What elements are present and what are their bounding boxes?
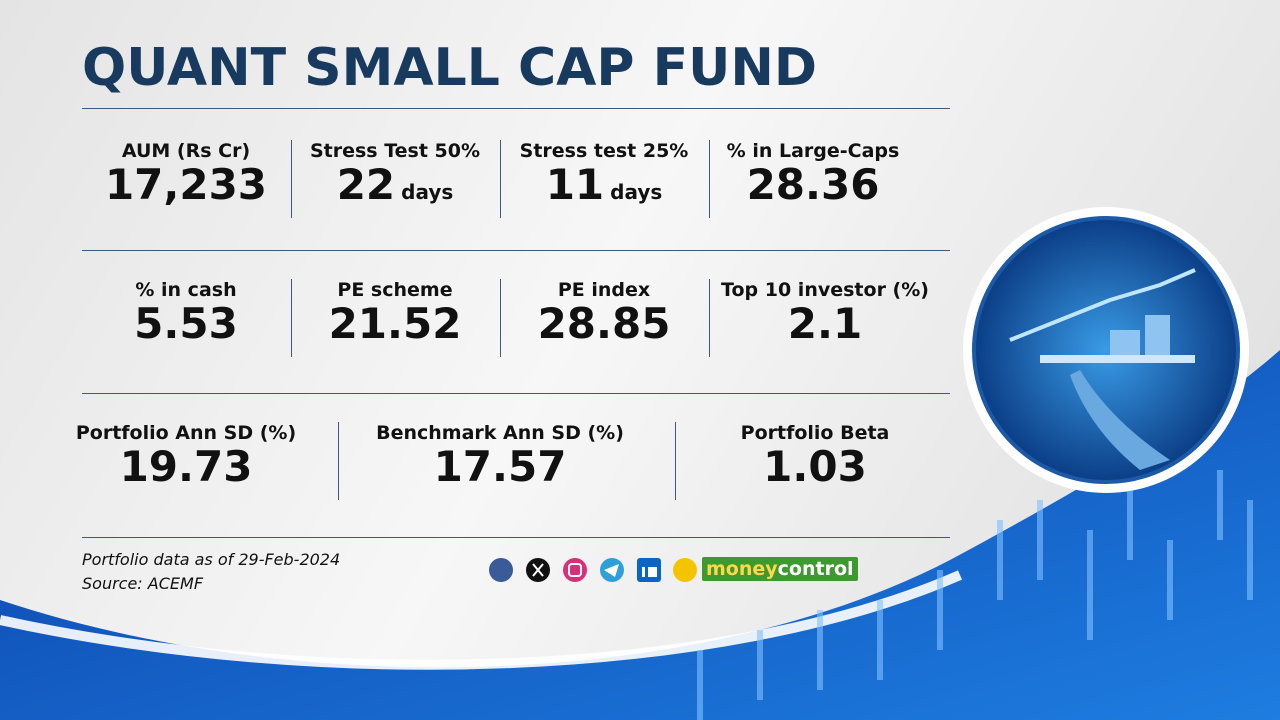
stat-label: % in cash bbox=[135, 279, 237, 301]
stat: Portfolio Beta 1.03 bbox=[655, 422, 975, 490]
stat-value: 5.53 bbox=[71, 299, 301, 348]
divider bbox=[675, 422, 676, 500]
divider bbox=[500, 279, 501, 357]
stat-unit: days bbox=[610, 180, 663, 204]
stat-unit: days bbox=[401, 180, 454, 204]
stat-label: Portfolio Beta bbox=[740, 422, 890, 444]
stat-label: PE scheme bbox=[337, 279, 453, 301]
stat-value: 1.03 bbox=[655, 442, 975, 491]
brand-part: control bbox=[777, 558, 854, 580]
divider bbox=[709, 279, 710, 357]
stat-value: 17.57 bbox=[340, 442, 660, 491]
stat-value: 22 days bbox=[291, 160, 500, 209]
rule bbox=[82, 393, 950, 394]
stat-value: 21.52 bbox=[280, 299, 510, 348]
stat-number: 11 bbox=[545, 160, 605, 209]
stat-value: 28.85 bbox=[489, 299, 719, 348]
stat-number: 28.85 bbox=[537, 299, 671, 348]
stat: PE scheme 21.52 bbox=[280, 279, 510, 347]
rule bbox=[82, 108, 950, 109]
wave bbox=[0, 350, 1280, 720]
stat-number: 19.73 bbox=[119, 442, 253, 491]
stat: Stress Test 50% 22 days bbox=[291, 140, 500, 208]
stat-label: Stress Test 50% bbox=[309, 140, 481, 162]
stat: Benchmark Ann SD (%) 17.57 bbox=[340, 422, 660, 490]
stat-value: 28.36 bbox=[709, 160, 918, 209]
stat-label: PE index bbox=[557, 279, 651, 301]
rule bbox=[82, 250, 950, 251]
divider bbox=[291, 279, 292, 357]
divider bbox=[709, 140, 710, 218]
stat-label: % in Large-Caps bbox=[726, 140, 900, 162]
stat: % in cash 5.53 bbox=[71, 279, 301, 347]
brand-part: money bbox=[706, 558, 778, 580]
brand-logo: moneycontrol bbox=[702, 557, 858, 581]
stat-label: AUM (Rs Cr) bbox=[121, 140, 251, 162]
source: Source: ACEMF bbox=[82, 574, 204, 593]
stat-value: 2.1 bbox=[710, 299, 940, 348]
stat-value: 11 days bbox=[500, 160, 709, 209]
rule bbox=[82, 537, 950, 538]
stat: Stress test 25% 11 days bbox=[500, 140, 709, 208]
title: QUANT SMALL CAP FUND bbox=[82, 38, 818, 98]
stat: Top 10 investor (%) 2.1 bbox=[710, 279, 940, 347]
stat-number: 17.57 bbox=[433, 442, 567, 491]
stat: Portfolio Ann SD (%) 19.73 bbox=[26, 422, 346, 490]
stat-label: Stress test 25% bbox=[519, 140, 689, 162]
stat-number: 2.1 bbox=[787, 299, 863, 348]
stat-number: 17,233 bbox=[104, 160, 268, 209]
stat: PE index 28.85 bbox=[489, 279, 719, 347]
stat: % in Large-Caps 28.36 bbox=[709, 140, 918, 208]
stat-number: 22 bbox=[336, 160, 396, 209]
stat-label: Benchmark Ann SD (%) bbox=[376, 422, 624, 444]
stat-label: Portfolio Ann SD (%) bbox=[75, 422, 297, 444]
stat-value: 17,233 bbox=[82, 160, 291, 209]
stat-number: 28.36 bbox=[746, 160, 880, 209]
image bbox=[972, 216, 1240, 484]
stat-number: 21.52 bbox=[328, 299, 462, 348]
stat-number: 5.53 bbox=[134, 299, 238, 348]
stat: AUM (Rs Cr) 17,233 bbox=[82, 140, 291, 208]
divider bbox=[291, 140, 292, 218]
footnote: Portfolio data as of 29-Feb-2024 bbox=[82, 550, 341, 569]
stat-value: 19.73 bbox=[26, 442, 346, 491]
stat-number: 1.03 bbox=[763, 442, 867, 491]
stat-label: Top 10 investor (%) bbox=[721, 279, 929, 301]
divider bbox=[338, 422, 339, 500]
divider bbox=[500, 140, 501, 218]
